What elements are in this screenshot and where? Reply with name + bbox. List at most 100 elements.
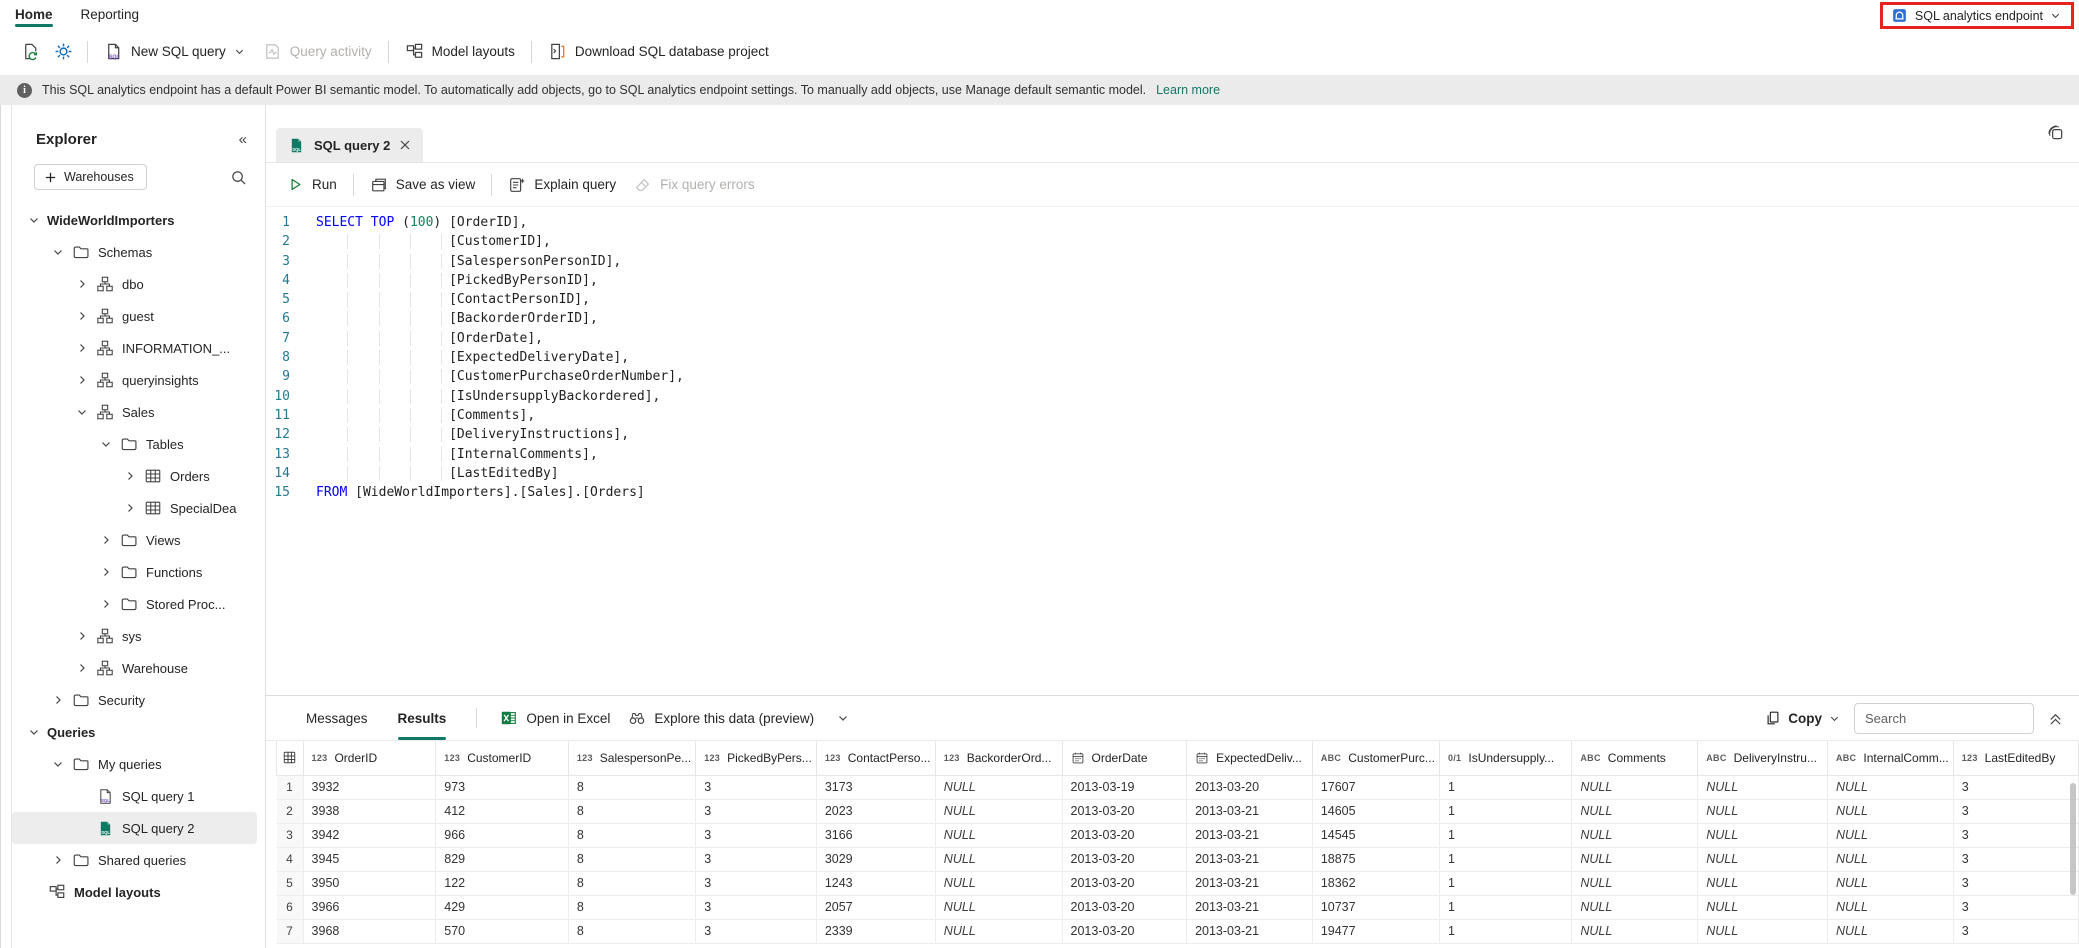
collapse-results-icon[interactable]	[2048, 711, 2063, 726]
chevron-down-icon[interactable]	[26, 724, 42, 740]
grid-cell: 2013-03-20	[1062, 847, 1188, 872]
column-header-row-selector[interactable]	[276, 741, 304, 776]
tree-item-sql-query-2[interactable]: SQL SQL query 2	[12, 812, 257, 844]
chevron-right-icon[interactable]	[98, 532, 114, 548]
tree-item-orders[interactable]: Orders	[12, 460, 257, 492]
tree-item-schemas[interactable]: Schemas	[12, 236, 257, 268]
tab-results[interactable]: Results	[397, 696, 446, 740]
copy-button[interactable]: Copy	[1765, 710, 1840, 726]
save-as-view-button[interactable]: Save as view	[361, 169, 485, 201]
column-header-lasteditedby[interactable]: 123 LastEditedBy	[1952, 741, 2079, 776]
tree-item-model-layouts[interactable]: Model layouts	[12, 876, 257, 908]
run-button[interactable]: Run	[278, 169, 346, 200]
chevron-right-icon[interactable]	[98, 596, 114, 612]
collapse-sidebar-icon[interactable]: «	[238, 131, 247, 148]
explore-chevron-down-icon[interactable]	[837, 712, 849, 724]
tree-item-functions[interactable]: Functions	[12, 556, 257, 588]
chevron-right-icon[interactable]	[122, 468, 138, 484]
tree-item-label: SQL query 1	[122, 788, 195, 804]
add-warehouses-button[interactable]: Warehouses	[34, 164, 147, 190]
explore-data-button[interactable]: Explore this data (preview)	[619, 703, 823, 733]
tree-item-sql-query-1[interactable]: SQL SQL query 1	[12, 780, 257, 812]
column-header-isundersupply[interactable]: 0/1 IsUndersupply...	[1438, 741, 1573, 776]
chevron-right-icon[interactable]	[74, 660, 90, 676]
tree-item-stored-proc[interactable]: Stored Proc...	[12, 588, 257, 620]
column-header-backorderord[interactable]: 123 BackorderOrd...	[934, 741, 1063, 776]
chevron-right-icon[interactable]	[74, 308, 90, 324]
open-in-excel-button[interactable]: Open in Excel	[491, 703, 619, 733]
refresh-button[interactable]	[14, 35, 47, 68]
tree-item-specialdea[interactable]: SpecialDea	[12, 492, 257, 524]
column-header-customerpurc[interactable]: ABC CustomerPurc...	[1311, 741, 1440, 776]
ribbon-tab-reporting[interactable]: Reporting	[80, 6, 140, 22]
row-number-cell[interactable]: 1	[276, 775, 304, 800]
tree-item-my-queries[interactable]: My queries	[12, 748, 257, 780]
column-header-expecteddeliv[interactable]: ExpectedDeliv...	[1186, 741, 1313, 776]
results-search-input[interactable]	[1854, 702, 2034, 734]
grid-cell: 2339	[816, 919, 936, 944]
tree-item-security[interactable]: Security	[12, 684, 257, 716]
download-sql-project-button[interactable]: Download SQL database project	[539, 35, 778, 68]
chevron-down-icon[interactable]	[50, 756, 66, 772]
chevron-down-icon[interactable]	[98, 436, 114, 452]
chevron-right-icon[interactable]	[98, 564, 114, 580]
close-tab-icon[interactable]	[399, 139, 411, 151]
tree-item-information[interactable]: INFORMATION_...	[12, 332, 257, 364]
chevron-down-icon[interactable]	[74, 404, 90, 420]
chevron-right-icon[interactable]	[74, 372, 90, 388]
endpoint-selector-annotation[interactable]: SQL analytics endpoint	[1879, 2, 2074, 29]
model-layouts-button[interactable]: Model layouts	[396, 35, 524, 68]
tree-item-sys[interactable]: sys	[12, 620, 257, 652]
row-number-cell[interactable]: 6	[276, 895, 304, 920]
tree-item-queryinsights[interactable]: queryinsights	[12, 364, 257, 396]
chevron-right-icon[interactable]	[74, 340, 90, 356]
folder-icon	[71, 754, 91, 774]
chevron-down-icon[interactable]	[26, 212, 42, 228]
chevron-down-icon[interactable]	[50, 244, 66, 260]
save-as-view-label: Save as view	[395, 177, 476, 192]
tab-list-icon[interactable]	[2046, 123, 2065, 142]
search-icon[interactable]	[230, 169, 247, 186]
learn-more-link[interactable]: Learn more	[1156, 83, 1221, 97]
tab-messages[interactable]: Messages	[306, 710, 368, 726]
row-number-cell[interactable]: 2	[276, 799, 304, 824]
tree-item-sales[interactable]: Sales	[12, 396, 257, 428]
sql-code-editor[interactable]: 1 SELECT TOP (100) [OrderID], 2 [CustomerI…	[266, 207, 2079, 695]
row-number-cell[interactable]: 7	[276, 919, 304, 944]
column-header-contactperso[interactable]: 123 ContactPerso...	[815, 741, 936, 776]
tab-sql-query-2[interactable]: SQL SQL query 2	[276, 128, 424, 162]
folder-icon	[71, 690, 91, 710]
grid-cell: 3932	[303, 775, 437, 800]
tree-item-wideworldimporters[interactable]: WideWorldImporters	[12, 204, 257, 236]
column-header-deliveryinstru[interactable]: ABC DeliveryInstru...	[1697, 741, 1828, 776]
ribbon-tab-home[interactable]: Home	[15, 0, 53, 28]
chevron-right-icon[interactable]	[74, 276, 90, 292]
explain-query-button[interactable]: Explain query	[499, 169, 625, 201]
row-number-cell[interactable]: 4	[276, 847, 304, 872]
column-header-orderdate[interactable]: OrderDate	[1061, 741, 1188, 776]
chevron-right-icon[interactable]	[50, 692, 66, 708]
tree-item-queries[interactable]: Queries	[12, 716, 257, 748]
tree-item-views[interactable]: Views	[12, 524, 257, 556]
chevron-right-icon[interactable]	[50, 852, 66, 868]
tree-item-guest[interactable]: guest	[12, 300, 257, 332]
tree-item-shared-queries[interactable]: Shared queries	[12, 844, 257, 876]
settings-button[interactable]	[47, 35, 80, 68]
tree-item-dbo[interactable]: dbo	[12, 268, 257, 300]
row-number-cell[interactable]: 5	[276, 871, 304, 896]
column-header-internalcomm[interactable]: ABC InternalComm...	[1826, 741, 1954, 776]
chevron-right-icon[interactable]	[122, 500, 138, 516]
column-header-pickedbypers[interactable]: 123 PickedByPers...	[695, 741, 817, 776]
vertical-scrollbar[interactable]	[2070, 783, 2076, 895]
chevron-right-icon[interactable]	[74, 628, 90, 644]
column-header-salespersonpe[interactable]: 123 SalespersonPe...	[567, 741, 697, 776]
column-header-comments[interactable]: ABC Comments	[1571, 741, 1699, 776]
tree-item-tables[interactable]: Tables	[12, 428, 257, 460]
query-activity-button: Query activity	[254, 35, 381, 68]
column-header-orderid[interactable]: 123 OrderID	[302, 741, 437, 776]
explain-query-icon	[508, 176, 526, 194]
tree-item-warehouse[interactable]: Warehouse	[12, 652, 257, 684]
row-number-cell[interactable]: 3	[276, 823, 304, 848]
column-header-customerid[interactable]: 123 CustomerID	[435, 741, 569, 776]
new-sql-query-button[interactable]: SQL New SQL query	[95, 35, 254, 68]
